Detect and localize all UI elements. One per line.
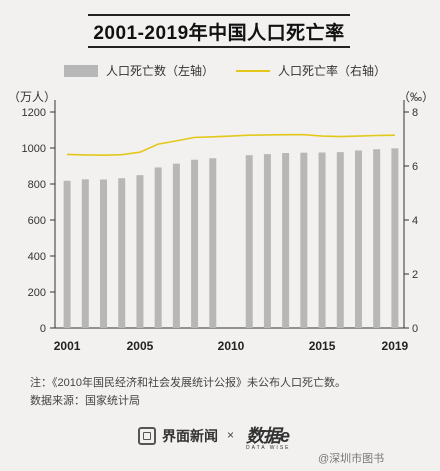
x-tick-label-2019: 2019 bbox=[382, 339, 409, 353]
left-axis-tick-label: 200 bbox=[28, 287, 46, 299]
data-source: 数据来源：国家统计局 bbox=[30, 395, 140, 407]
collab-times: × bbox=[227, 428, 235, 442]
right-axis-tick-label: 4 bbox=[412, 215, 418, 227]
legend-item-rate: 人口死亡率（右轴） bbox=[236, 62, 386, 79]
bar-2016 bbox=[336, 152, 344, 328]
partner-logo: 数据e DATA WISE bbox=[246, 422, 290, 451]
legend-line-label: 人口死亡率（右轴） bbox=[278, 64, 387, 78]
chart-canvas: 0 200 400 600 800 1000 1200 0 2 4 6 8 2001 2005 2010 20… bbox=[22, 100, 418, 353]
bar-2003 bbox=[100, 179, 108, 328]
footer: 界面新闻 × 数据e DATA WISE bbox=[0, 422, 440, 451]
bar-2007 bbox=[172, 163, 180, 328]
bar-2005 bbox=[136, 175, 144, 328]
x-tick-label-2005: 2005 bbox=[127, 339, 154, 353]
brand-logo-icon bbox=[138, 427, 156, 445]
left-axis-tick-label: 600 bbox=[28, 215, 46, 227]
bar-2011 bbox=[245, 155, 253, 328]
bar-2012 bbox=[263, 154, 271, 328]
x-tick-label-2001: 2001 bbox=[54, 339, 81, 353]
bar-2013 bbox=[282, 153, 290, 328]
left-axis-tick-label: 0 bbox=[40, 323, 46, 335]
bar-2015 bbox=[318, 152, 326, 328]
watermark: @深圳市图书 bbox=[318, 453, 385, 465]
left-axis-tick-label: 400 bbox=[28, 251, 46, 263]
bar-2002 bbox=[81, 179, 89, 328]
legend-bar-swatch bbox=[64, 64, 98, 77]
legend-line-swatch bbox=[236, 69, 270, 72]
x-tick-label-2015: 2015 bbox=[309, 339, 336, 353]
left-axis-tick-label: 800 bbox=[28, 179, 46, 191]
bar-2008 bbox=[191, 159, 199, 328]
legend-item-deaths: 人口死亡数（左轴） bbox=[64, 62, 214, 79]
bar-2014 bbox=[300, 152, 308, 328]
bar-2019 bbox=[391, 148, 399, 328]
partner-logo-text: 数据e bbox=[246, 426, 290, 446]
left-axis-tick-label: 1200 bbox=[22, 107, 46, 119]
x-tick-label-2010: 2010 bbox=[218, 339, 245, 353]
legend: 人口死亡数（左轴） 人口死亡率（右轴） bbox=[0, 62, 440, 80]
bar-2006 bbox=[154, 167, 162, 328]
right-axis-tick-label: 6 bbox=[412, 161, 418, 173]
death-rate-line bbox=[67, 133, 395, 157]
right-axis-tick-label: 2 bbox=[412, 269, 418, 281]
legend-bar-label: 人口死亡数（左轴） bbox=[106, 64, 215, 78]
brand: 界面新闻 bbox=[138, 426, 218, 446]
bar-2004 bbox=[118, 178, 126, 328]
bar-2001 bbox=[63, 180, 71, 328]
right-axis-tick-label: 0 bbox=[412, 323, 418, 335]
chart-title: 2001-2019年中国人口死亡率 bbox=[88, 14, 350, 48]
right-axis-unit: （‰） bbox=[398, 90, 435, 104]
left-axis-unit: （万人） bbox=[8, 90, 57, 104]
brand-name: 界面新闻 bbox=[162, 428, 218, 444]
right-axis-tick-label: 8 bbox=[412, 107, 418, 119]
bar-2018 bbox=[373, 149, 381, 328]
chart-note: 注：《2010年国民经济和社会发展统计公报》未公布人口死亡数。 bbox=[30, 377, 346, 389]
bar-2017 bbox=[354, 150, 362, 328]
partner-logo-sub: DATA WISE bbox=[246, 445, 291, 451]
bar-2009 bbox=[209, 158, 217, 328]
left-axis-tick-label: 1000 bbox=[22, 143, 46, 155]
